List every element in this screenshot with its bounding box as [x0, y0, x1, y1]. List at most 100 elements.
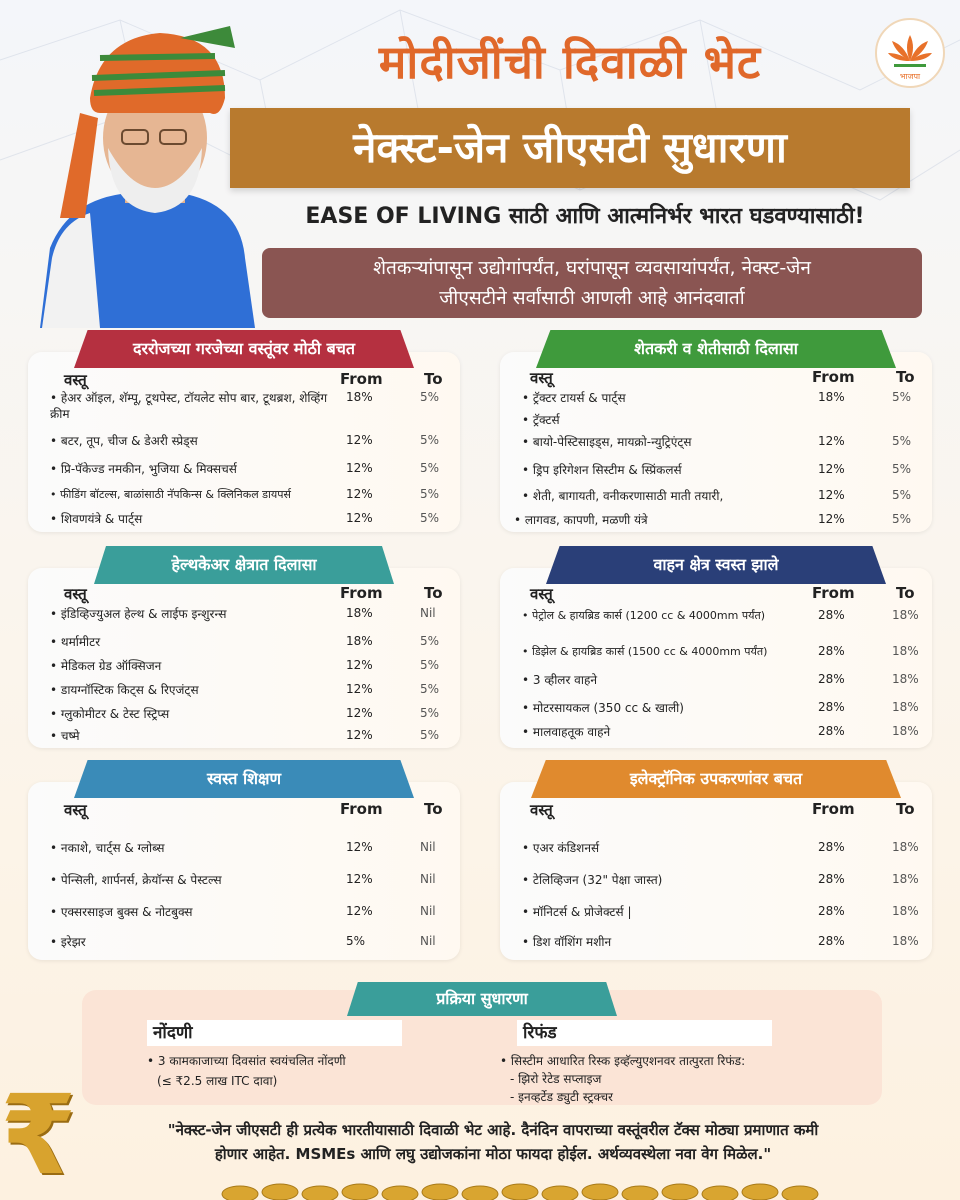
refund-line: • सिस्टीम आधारित रिस्क इव्हॅल्युएशनवर ता… — [500, 1054, 746, 1068]
registration-line: • 3 कामकाजाच्या दिवसांत स्वयंचलित नोंदणी — [147, 1054, 346, 1068]
column-head-to: To — [896, 368, 915, 386]
column-head-item: वस्तू — [530, 801, 553, 819]
to-rate: 5% — [892, 390, 912, 404]
item-name: बायो-पेस्टिसाइड्स, मायक्रो-न्युट्रिएंट्स — [522, 434, 822, 450]
leader-portrait — [40, 26, 255, 328]
item-name: डिश वॉशिंग मशीन — [522, 934, 822, 950]
from-rate: 28% — [818, 644, 845, 658]
panel-title: स्वस्त शिक्षण — [74, 760, 414, 798]
item-name: प्रि-पॅकेज्ड नमकीन, भुजिया & मिक्सचर्स — [50, 461, 350, 477]
panel-title: दररोजच्या गरजेच्या वस्तूंवर मोठी बचत — [74, 330, 414, 368]
from-rate: 28% — [818, 724, 845, 738]
footer-quote: "नेक्स्ट-जेन जीएसटी ही प्रत्येक भारतीयास… — [68, 1118, 918, 1166]
to-rate: Nil — [420, 840, 436, 854]
column-head-from: From — [812, 368, 855, 386]
subtitle-line: शेतकऱ्यांपासून उद्योगांपर्यंत, घरांपासून… — [373, 257, 811, 279]
from-rate: 28% — [818, 840, 845, 854]
panel-farmers: शेतकरी व शेतीसाठी दिलासा वस्तू From To ट… — [500, 330, 932, 532]
from-rate: 12% — [346, 658, 373, 672]
item-name: बटर, तूप, चीज & डेअरी स्प्रेड्स — [50, 433, 350, 449]
rupee-symbol: ₹ — [0, 1071, 77, 1199]
from-rate: 18% — [346, 390, 373, 404]
to-rate: 18% — [892, 904, 919, 918]
item-name: हेअर ऑइल, शॅम्पू, टूथपेस्ट, टॉयलेट सोप ब… — [50, 390, 335, 422]
panel-electronics: इलेक्ट्रॉनिक उपकरणांवर बचत वस्तू From To… — [500, 760, 932, 960]
item-name: लागवड, कापणी, मळणी यंत्रे — [514, 512, 814, 528]
column-head-from: From — [340, 800, 383, 818]
banner-title: नेक्स्ट-जेन जीएसटी सुधारणा — [230, 108, 910, 188]
to-rate: 5% — [892, 512, 912, 526]
panel-title: हेल्थकेअर क्षेत्रात दिलासा — [94, 546, 394, 584]
quote-line: "नेक्स्ट-जेन जीएसटी ही प्रत्येक भारतीयास… — [167, 1121, 819, 1139]
item-name: थर्मामीटर — [50, 634, 350, 650]
from-rate: 12% — [818, 512, 845, 526]
item-name: मॉनिटर्स & प्रोजेक्टर्स | — [522, 904, 822, 920]
to-rate: 5% — [420, 658, 440, 672]
item-name: टेलिव्हिजन (32" पेक्षा जास्त) — [522, 872, 822, 888]
from-rate: 18% — [818, 390, 845, 404]
column-head-to: To — [896, 584, 915, 602]
item-name: इरेझर — [50, 934, 350, 950]
item-name: ड्रिप इरिगेशन सिस्टीम & स्प्रिंकलर्स — [522, 462, 822, 478]
item-name: पेन्सिली, शार्पनर्स, क्रेयॉन्स & पेस्टल्… — [50, 872, 350, 888]
item-name: मेडिकल ग्रेड ऑक्सिजन — [50, 658, 350, 674]
to-rate: Nil — [420, 872, 436, 886]
to-rate: 5% — [420, 728, 440, 742]
column-head-to: To — [424, 800, 443, 818]
item-name: शेती, बागायती, वनीकरणासाठी माती तयारी, — [522, 488, 822, 504]
gold-coins-decoration — [221, 1183, 819, 1200]
column-head-item: वस्तू — [64, 585, 87, 603]
tagline: EASE OF LIVING साठी आणि आत्मनिर्भर भारत … — [305, 204, 865, 229]
column-head-to: To — [424, 584, 443, 602]
item-name: ट्रॅक्टर टायर्स & पार्ट्स — [522, 390, 822, 406]
from-rate: 12% — [346, 511, 373, 525]
item-name: एक्सरसाइज बुक्स & नोटबुक्स — [50, 904, 350, 920]
to-rate: 18% — [892, 672, 919, 686]
to-rate: 18% — [892, 872, 919, 886]
from-rate: 28% — [818, 700, 845, 714]
to-rate: 18% — [892, 934, 919, 948]
to-rate: 5% — [420, 706, 440, 720]
from-rate: 12% — [346, 904, 373, 918]
to-rate: Nil — [420, 606, 436, 620]
from-rate: 12% — [346, 433, 373, 447]
item-name: शिवणयंत्रे & पार्ट्स — [50, 511, 350, 527]
panel-title: वाहन क्षेत्र स्वस्त झाले — [546, 546, 886, 584]
from-rate: 12% — [818, 462, 845, 476]
column-head-item: वस्तू — [64, 371, 87, 389]
to-rate: 5% — [420, 390, 440, 404]
column-head-from: From — [340, 584, 383, 602]
panel-daily-essentials: दररोजच्या गरजेच्या वस्तूंवर मोठी बचत वस्… — [28, 330, 460, 532]
from-rate: 12% — [346, 682, 373, 696]
refund-heading: रिफंड — [517, 1020, 772, 1046]
from-rate: 12% — [346, 487, 373, 501]
item-name: ट्रॅक्टर्स — [522, 412, 822, 428]
from-rate: 12% — [818, 434, 845, 448]
from-rate: 12% — [346, 461, 373, 475]
to-rate: 5% — [892, 462, 912, 476]
panel-title: इलेक्ट्रॉनिक उपकरणांवर बचत — [531, 760, 901, 798]
column-head-from: From — [812, 800, 855, 818]
from-rate: 28% — [818, 608, 845, 622]
from-rate: 28% — [818, 904, 845, 918]
from-rate: 5% — [346, 934, 366, 948]
column-head-item: वस्तू — [530, 585, 553, 603]
item-name: ग्लुकोमीटर & टेस्ट स्ट्रिप्स — [50, 706, 350, 722]
to-rate: 5% — [892, 488, 912, 502]
from-rate: 28% — [818, 872, 845, 886]
quote-line: होणार आहेत. MSMEs आणि लघु उद्योजकांना मो… — [214, 1145, 772, 1163]
to-rate: 5% — [420, 487, 440, 501]
item-name: पेट्रोल & हायब्रिड कार्स (1200 cc & 4000… — [522, 608, 822, 624]
main-title: मोदीजींची दिवाळी भेट — [378, 35, 762, 89]
column-head-from: From — [812, 584, 855, 602]
from-rate: 12% — [346, 728, 373, 742]
item-name: डायग्नॉस्टिक किट्स & रिएजंट्स — [50, 682, 350, 698]
column-head-from: From — [340, 370, 383, 388]
item-name: इंडिव्हिज्युअल हेल्थ & लाईफ इन्शुरन्स — [50, 606, 350, 622]
to-rate: Nil — [420, 934, 436, 948]
registration-heading: नोंदणी — [147, 1020, 402, 1046]
to-rate: Nil — [420, 904, 436, 918]
panel-title: शेतकरी व शेतीसाठी दिलासा — [536, 330, 896, 368]
party-logo: भाजपा — [875, 18, 945, 88]
to-rate: 18% — [892, 840, 919, 854]
